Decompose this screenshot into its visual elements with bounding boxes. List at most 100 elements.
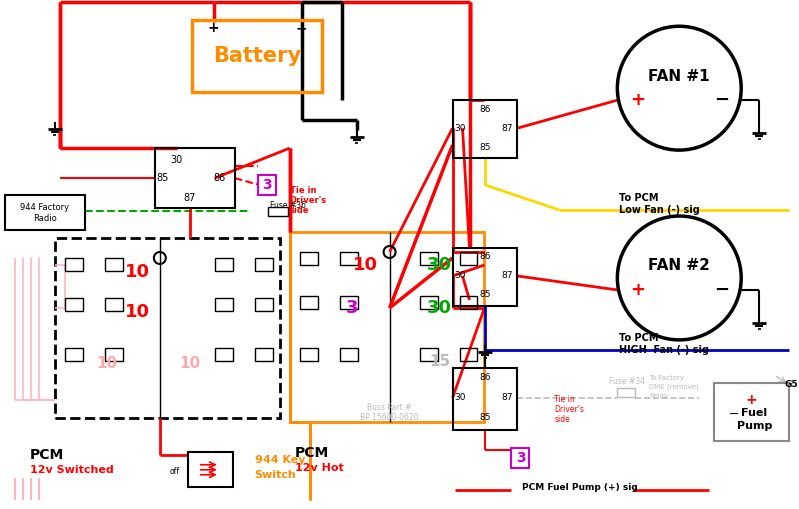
Bar [255, 348, 272, 361]
Text: 85: 85 [479, 291, 491, 299]
Text: 85: 85 [479, 413, 491, 422]
Bar [340, 348, 358, 361]
Bar [459, 252, 478, 265]
Bar [714, 383, 789, 441]
Bar [452, 100, 518, 158]
Text: 944 Key: 944 Key [255, 455, 305, 465]
Text: 85: 85 [479, 143, 491, 152]
Bar [215, 258, 233, 271]
Text: 12v Hot: 12v Hot [295, 463, 344, 473]
Text: +: + [208, 21, 220, 35]
Bar [255, 298, 272, 311]
Text: −: − [729, 408, 739, 421]
Bar [258, 175, 276, 195]
Text: 86: 86 [479, 105, 491, 114]
Text: Switch: Switch [255, 470, 296, 480]
Text: 3: 3 [262, 178, 272, 192]
Bar [268, 207, 288, 216]
Bar [340, 296, 358, 309]
Bar [65, 298, 83, 311]
Bar [215, 348, 233, 361]
Text: Driver's: Driver's [555, 405, 584, 414]
Text: 10: 10 [125, 303, 150, 321]
Text: −: − [714, 281, 729, 299]
Text: 3: 3 [345, 299, 358, 317]
Text: 86: 86 [479, 374, 491, 382]
Text: 30: 30 [427, 256, 452, 274]
Bar [290, 232, 484, 422]
Text: Relay: Relay [650, 393, 668, 399]
Bar [419, 348, 438, 361]
Text: Tie in: Tie in [290, 186, 316, 194]
Text: PCM: PCM [30, 448, 64, 462]
Text: −: − [296, 21, 308, 35]
Text: +: + [630, 281, 645, 299]
Text: 87: 87 [502, 271, 513, 280]
Text: off: off [169, 467, 180, 476]
Text: Low Fan (-) sig: Low Fan (-) sig [619, 205, 700, 215]
Bar [65, 348, 83, 361]
Bar [300, 296, 318, 309]
Bar [255, 258, 272, 271]
Bar [215, 298, 233, 311]
Text: To PCM: To PCM [619, 193, 659, 203]
Bar [452, 368, 518, 430]
Text: 10: 10 [125, 263, 150, 281]
Bar [419, 252, 438, 265]
Text: 12v Switched: 12v Switched [30, 465, 113, 475]
Text: PCM: PCM [295, 446, 329, 460]
Text: side: side [555, 415, 570, 425]
Text: FAN #1: FAN #1 [649, 69, 710, 83]
Bar [105, 298, 123, 311]
Bar [55, 238, 280, 418]
Bar [452, 248, 518, 306]
Text: 86: 86 [213, 173, 226, 183]
Text: 30: 30 [455, 271, 467, 280]
Bar [105, 258, 123, 271]
Text: 944 Factory
Radio: 944 Factory Radio [21, 203, 70, 223]
Text: 3: 3 [515, 451, 525, 465]
Bar [5, 195, 85, 230]
Bar [188, 452, 233, 487]
Text: 30: 30 [427, 299, 452, 317]
Bar [105, 348, 123, 361]
Text: +: + [745, 393, 757, 407]
Text: side: side [290, 206, 309, 215]
Text: BP 15600-0620: BP 15600-0620 [360, 413, 419, 422]
Text: FAN #2: FAN #2 [648, 259, 710, 273]
Bar [65, 258, 83, 271]
Text: 86: 86 [479, 252, 491, 262]
Text: 30: 30 [455, 124, 467, 133]
Text: HIGH  Fan (-) sig: HIGH Fan (-) sig [619, 345, 710, 355]
Text: G5: G5 [784, 380, 797, 389]
Text: −: − [714, 91, 729, 109]
Text: 87: 87 [502, 393, 513, 402]
Text: 10: 10 [97, 356, 117, 372]
Bar [192, 20, 322, 92]
Text: 30: 30 [171, 155, 183, 165]
Text: 87: 87 [184, 193, 196, 203]
Bar [459, 296, 478, 309]
Text: To Factory: To Factory [650, 375, 684, 381]
Text: Pump: Pump [737, 421, 772, 431]
Text: Driver's: Driver's [290, 195, 327, 205]
Bar [300, 348, 318, 361]
Bar [618, 388, 635, 397]
Bar [155, 148, 235, 208]
Text: 10: 10 [353, 256, 378, 274]
Text: 10: 10 [179, 356, 201, 372]
Text: 87: 87 [502, 124, 513, 133]
Text: Fuse #36: Fuse #36 [270, 201, 306, 210]
Text: 15: 15 [429, 354, 450, 370]
Text: PCM Fuel Pump (+) sig: PCM Fuel Pump (+) sig [523, 483, 638, 492]
Text: To PCM: To PCM [619, 333, 659, 343]
Text: Fuse #34: Fuse #34 [610, 377, 646, 386]
Text: Buss Part #: Buss Part # [368, 403, 411, 412]
Bar [511, 448, 530, 468]
Text: Fuel: Fuel [741, 408, 767, 418]
Text: DME (remove): DME (remove) [650, 384, 699, 390]
Text: +: + [630, 91, 645, 109]
Bar [459, 348, 478, 361]
Bar [340, 252, 358, 265]
Bar [419, 296, 438, 309]
